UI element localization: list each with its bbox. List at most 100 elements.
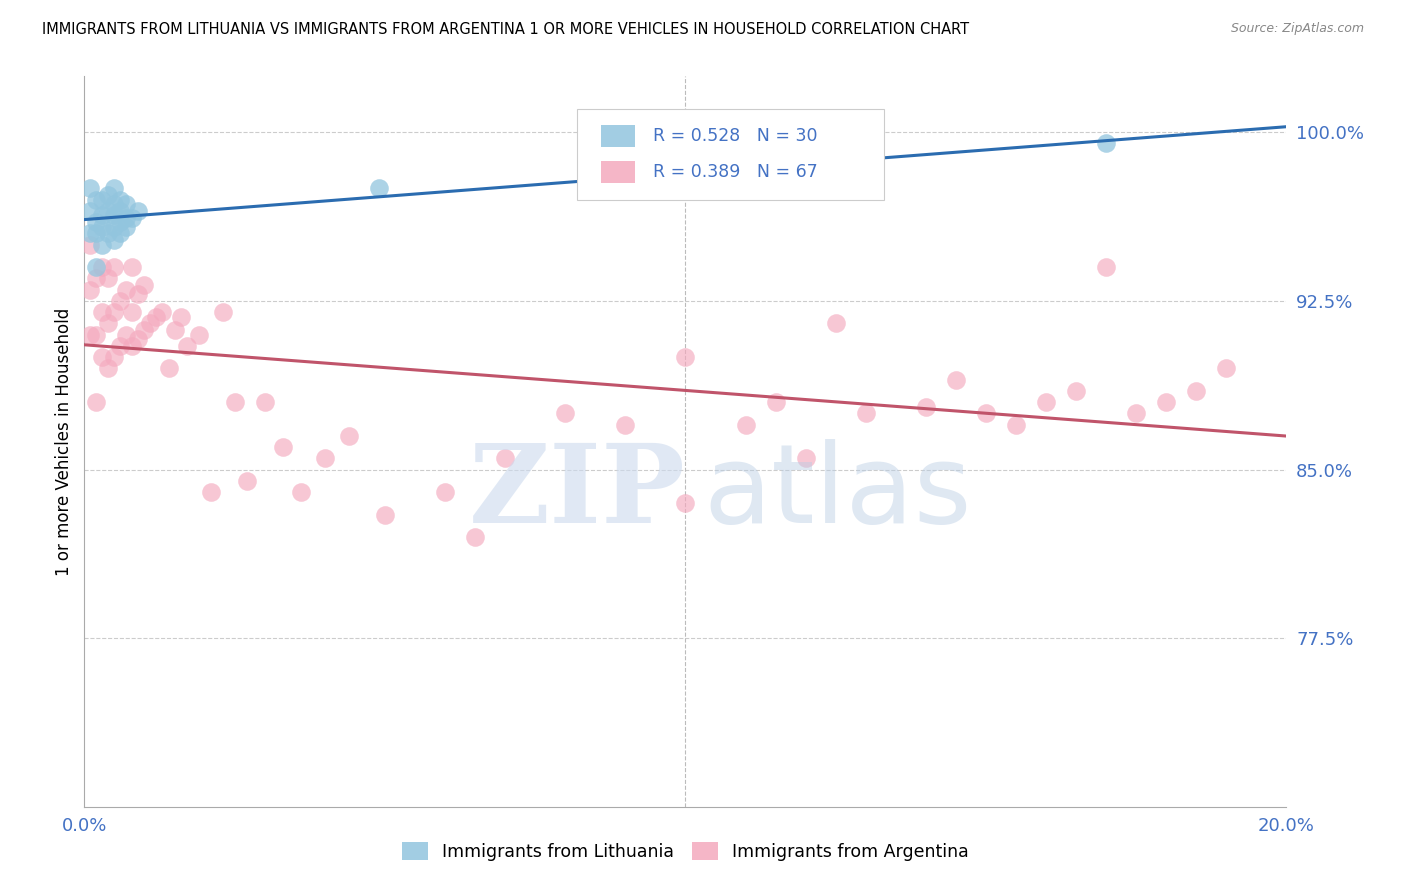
Point [86,215,108,229]
Point [464,530,486,544]
Point [127,332,149,346]
Point [103,219,125,234]
Point [86,227,108,241]
Point [103,350,125,364]
Point [110,215,132,229]
Point [1035,395,1057,409]
Point [91,208,114,222]
Point [110,203,132,218]
Point [915,400,938,414]
Point [121,305,143,319]
Point [855,406,877,420]
Point [145,310,167,324]
Point [224,395,246,409]
Point [110,293,132,308]
Point [115,283,138,297]
Point [79,283,101,297]
Point [79,227,101,241]
Point [79,237,101,252]
Point [91,350,114,364]
Point [97,203,120,218]
Point [79,203,101,218]
Point [115,219,138,234]
Point [1185,384,1208,398]
Bar [602,125,636,147]
Point [157,361,180,376]
Point [824,317,846,331]
Point [314,451,336,466]
Point [79,181,101,195]
Point [945,373,967,387]
Point [103,260,125,274]
Legend: Immigrants from Lithuania, Immigrants from Argentina: Immigrants from Lithuania, Immigrants fr… [402,842,969,861]
Point [97,227,120,241]
Point [103,305,125,319]
Point [110,339,132,353]
Point [97,361,120,376]
Point [152,305,174,319]
Point [253,395,276,409]
Point [86,395,108,409]
Point [1156,395,1178,409]
Point [675,496,697,510]
Point [110,193,132,207]
Point [734,417,756,432]
Point [91,219,114,234]
Bar [602,161,636,184]
Text: atlas: atlas [703,439,972,546]
Point [79,327,101,342]
Point [121,339,143,353]
Point [614,417,637,432]
Point [134,323,156,337]
Point [121,260,143,274]
Point [163,323,186,337]
Point [374,508,396,522]
Point [139,317,162,331]
Point [91,237,114,252]
Point [187,327,209,342]
Point [271,440,294,454]
Point [115,197,138,211]
Point [169,310,191,324]
Point [86,193,108,207]
Point [1064,384,1087,398]
FancyBboxPatch shape [578,109,884,200]
Point [91,193,114,207]
Point [86,271,108,285]
Point [103,181,125,195]
Text: IMMIGRANTS FROM LITHUANIA VS IMMIGRANTS FROM ARGENTINA 1 OR MORE VEHICLES IN HOU: IMMIGRANTS FROM LITHUANIA VS IMMIGRANTS … [42,22,969,37]
Point [97,317,120,331]
Point [103,208,125,222]
Point [974,406,997,420]
Point [127,287,149,301]
Point [290,485,312,500]
Point [121,211,143,225]
Point [91,305,114,319]
Point [367,181,389,195]
Point [1005,417,1028,432]
Point [134,278,156,293]
Point [1215,361,1237,376]
Point [494,451,516,466]
Point [1095,260,1118,274]
Point [554,406,576,420]
Point [675,350,697,364]
Point [1125,406,1147,420]
Point [97,188,120,202]
Point [97,271,120,285]
Point [1095,136,1118,151]
Point [765,395,787,409]
Point [794,451,817,466]
Point [115,211,138,225]
Text: R = 0.528   N = 30: R = 0.528 N = 30 [652,127,817,145]
Text: ZIP: ZIP [468,439,686,546]
Point [103,197,125,211]
Point [103,233,125,247]
Point [127,203,149,218]
Point [110,227,132,241]
Point [115,327,138,342]
Point [91,260,114,274]
Point [235,474,257,488]
Point [434,485,457,500]
Point [211,305,233,319]
